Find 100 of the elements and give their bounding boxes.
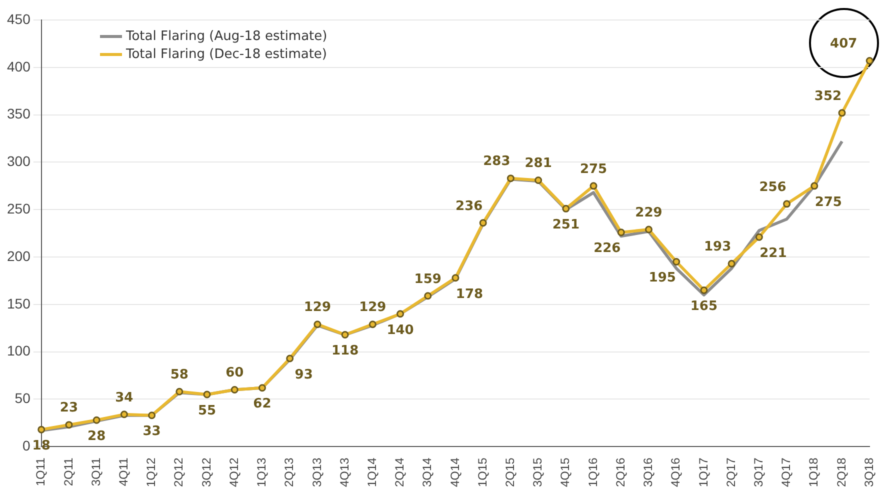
point	[396, 310, 404, 318]
x-tick-label: 2Q14	[392, 457, 407, 488]
x-tick-label: 3Q15	[530, 457, 545, 488]
data-label: 236	[456, 198, 483, 214]
point	[258, 384, 266, 392]
x-tick-label: 2Q13	[282, 457, 296, 488]
x-tick-label: 1Q18	[806, 457, 821, 488]
data-label: 33	[142, 424, 161, 440]
data-label: 275	[814, 194, 842, 210]
x-tick-label: 3Q13	[310, 457, 324, 488]
x-tick-label: 1Q14	[364, 457, 379, 488]
point	[120, 410, 128, 418]
x-tick-label: 1Q12	[144, 457, 158, 488]
point	[644, 226, 652, 234]
point	[368, 320, 376, 328]
y-tick-label: 150	[7, 295, 31, 312]
data-label: 193	[704, 240, 732, 255]
data-label: 34	[115, 390, 134, 406]
data-label: 195	[648, 270, 676, 286]
y-tick-label: 350	[7, 106, 31, 122]
point	[590, 182, 598, 190]
x-tick-label: 1Q13	[254, 457, 269, 488]
point	[314, 320, 322, 328]
y-tick-label: 0	[22, 438, 31, 454]
data-label: 226	[594, 241, 621, 256]
point	[286, 354, 294, 362]
data-label: 118	[331, 344, 359, 359]
data-label: 256	[759, 180, 786, 195]
point	[65, 421, 73, 429]
x-tick-label: 3Q11	[88, 457, 103, 486]
x-tick-label: 3Q12	[199, 457, 214, 488]
data-label: 62	[253, 396, 272, 412]
x-tick-label: 1Q16	[586, 457, 600, 488]
point	[728, 260, 736, 268]
point	[176, 388, 184, 396]
data-label: 93	[294, 367, 313, 382]
point	[866, 57, 874, 65]
x-tick-label: 4Q15	[558, 457, 572, 488]
x-tick-label: 4Q12	[226, 457, 241, 488]
data-label: 58	[170, 368, 188, 383]
point	[534, 176, 542, 184]
point	[755, 233, 763, 241]
point	[38, 426, 46, 434]
x-tick-label: 3Q16	[641, 457, 656, 488]
point	[341, 331, 349, 339]
data-label: 165	[690, 299, 718, 314]
data-label: 60	[226, 366, 244, 381]
point	[783, 200, 791, 208]
x-tick-label: 4Q16	[668, 457, 683, 488]
x-tick-label: 3Q18	[862, 457, 876, 488]
x-tick-label: 2Q17	[724, 457, 738, 488]
point	[424, 292, 432, 300]
x-tick-label: 2Q11	[61, 457, 76, 486]
data-label: 28	[88, 428, 106, 444]
point	[203, 390, 211, 398]
x-tick-label: 2Q15	[503, 457, 518, 488]
point	[838, 109, 846, 117]
data-label: 55	[198, 403, 216, 418]
data-label: 275	[580, 162, 608, 177]
y-tick-label: 200	[7, 248, 31, 264]
point	[506, 174, 514, 182]
x-tick-label: 4Q14	[448, 457, 462, 488]
data-label: 229	[635, 205, 662, 220]
y-tick-label: 300	[7, 153, 31, 170]
point	[479, 219, 487, 227]
point	[148, 412, 156, 420]
legend-label: Total Flaring (Aug-18 estimate)	[125, 28, 328, 46]
x-tick-label: 1Q15	[475, 457, 490, 488]
data-label: 178	[456, 286, 484, 302]
point	[230, 386, 238, 394]
x-tick-label: 2Q12	[172, 457, 186, 488]
data-label: 221	[760, 246, 787, 261]
x-tick-label: 4Q13	[337, 457, 352, 488]
data-label: 352	[814, 88, 842, 104]
data-label: 159	[414, 272, 442, 287]
x-tick-label: 2Q18	[834, 457, 848, 488]
point	[617, 228, 625, 236]
data-label: 407	[830, 36, 858, 52]
x-tick-label: 2Q16	[613, 457, 628, 488]
y-tick-label: 400	[7, 58, 31, 74]
point	[810, 182, 818, 190]
x-tick-label: 1Q11	[34, 457, 48, 486]
data-label: 18	[32, 438, 50, 454]
point	[672, 258, 680, 266]
point	[562, 204, 570, 212]
data-label: 281	[524, 156, 552, 172]
x-tick-label: 3Q14	[420, 457, 434, 488]
y-tick-label: 100	[7, 342, 31, 359]
y-tick-label: 450	[7, 10, 31, 27]
y-tick-label: 50	[14, 390, 31, 406]
point	[92, 416, 100, 424]
data-label: 283	[483, 154, 510, 170]
point	[452, 274, 460, 282]
y-tick-label: 250	[7, 200, 31, 216]
x-tick-label: 4Q11	[116, 457, 130, 486]
data-label: 140	[386, 322, 414, 338]
data-label: 129	[359, 300, 386, 316]
point	[700, 286, 708, 294]
x-tick-label: 1Q17	[696, 457, 710, 488]
data-label: 251	[552, 218, 580, 233]
